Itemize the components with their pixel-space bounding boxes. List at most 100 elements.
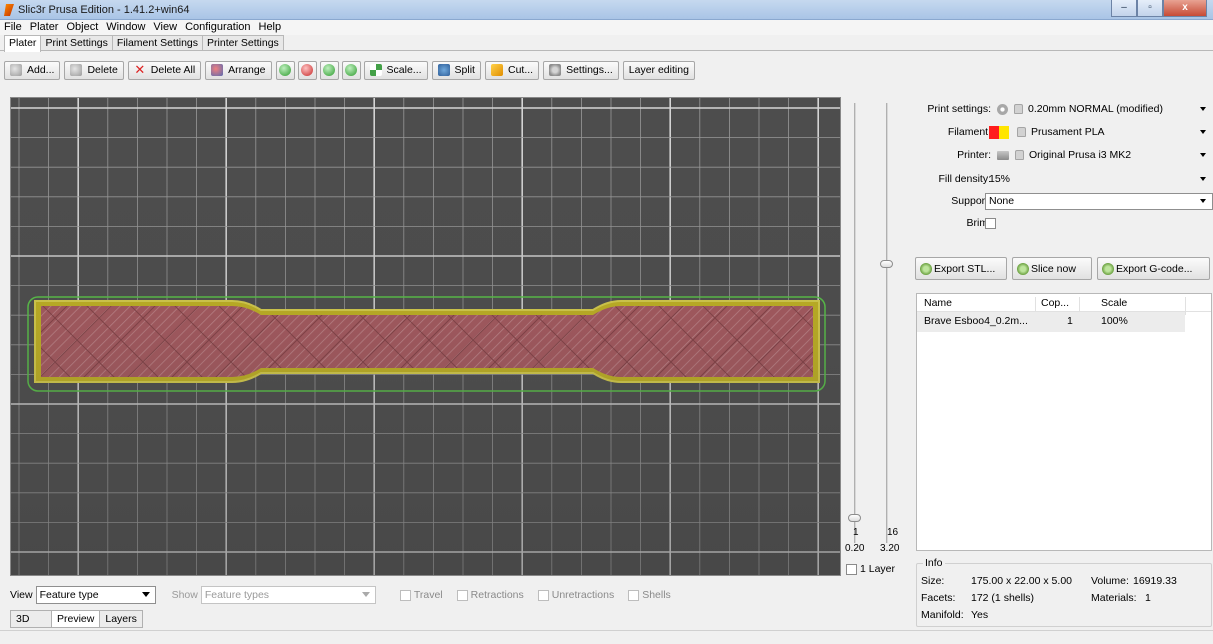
minimize-button[interactable]: – bbox=[1111, 0, 1137, 17]
plater-toolbar: Add... Delete ✕ Delete All Arrange Scale… bbox=[4, 53, 699, 87]
tab-preview[interactable]: Preview bbox=[51, 610, 101, 628]
export-gcode-button[interactable]: Export G-code... bbox=[1097, 257, 1210, 280]
close-button[interactable]: x bbox=[1163, 0, 1207, 17]
tab-filament-settings[interactable]: Filament Settings bbox=[111, 35, 204, 50]
menu-view[interactable]: View bbox=[153, 21, 178, 33]
arrange-button[interactable]: Arrange bbox=[205, 60, 272, 80]
tab-print-settings[interactable]: Print Settings bbox=[40, 35, 113, 50]
support-select[interactable]: None bbox=[985, 192, 1213, 210]
decrease-copies-button[interactable] bbox=[297, 60, 317, 80]
split-icon bbox=[437, 64, 450, 76]
delete-all-button[interactable]: ✕ Delete All bbox=[127, 60, 202, 80]
tab-plater[interactable]: Plater bbox=[4, 35, 42, 52]
rotate-left-icon bbox=[323, 64, 336, 76]
slice-icon bbox=[1017, 262, 1029, 275]
window-controls: – ▫ x bbox=[1111, 0, 1207, 18]
minus-icon bbox=[301, 64, 314, 76]
menu-window[interactable]: Window bbox=[106, 21, 146, 33]
delete-button[interactable]: Delete bbox=[64, 60, 124, 80]
filament-value: Prusament PLA bbox=[1031, 126, 1105, 138]
menu-object[interactable]: Object bbox=[66, 21, 99, 33]
facets-value: 172 (1 shells) bbox=[971, 592, 1035, 604]
travel-checkbox[interactable] bbox=[399, 589, 411, 601]
chevron-down-icon bbox=[1200, 199, 1206, 203]
one-layer-label: 1 Layer bbox=[860, 563, 896, 575]
layer-slider-track-high[interactable] bbox=[886, 103, 888, 543]
maximize-button[interactable]: ▫ bbox=[1137, 0, 1163, 17]
retractions-toggle[interactable]: Retractions bbox=[456, 589, 524, 601]
brim-label: Brim: bbox=[966, 217, 992, 229]
one-layer-toggle[interactable]: 1 Layer bbox=[846, 563, 895, 575]
arrange-button-label: Arrange bbox=[228, 64, 266, 76]
add-button[interactable]: Add... bbox=[4, 60, 61, 80]
settings-button[interactable]: Settings... bbox=[543, 60, 619, 80]
tab-layers[interactable]: Layers bbox=[99, 610, 143, 628]
slider-bottom-height: 0.20 bbox=[845, 543, 865, 554]
export-stl-button[interactable]: Export STL... bbox=[915, 257, 1007, 280]
column-copies[interactable]: Cop... bbox=[1041, 297, 1070, 309]
menu-configuration[interactable]: Configuration bbox=[185, 21, 251, 33]
object-copies: 1 bbox=[1067, 315, 1073, 327]
tab-3d[interactable]: 3D bbox=[10, 610, 52, 628]
column-divider bbox=[1185, 297, 1186, 315]
travel-toggle[interactable]: Travel bbox=[399, 589, 443, 601]
fill-density-input[interactable]: 15% bbox=[989, 172, 1011, 185]
column-scale[interactable]: Scale bbox=[1101, 297, 1128, 309]
chevron-down-icon bbox=[1200, 130, 1206, 134]
filament-color-red-icon bbox=[989, 125, 999, 139]
add-button-label: Add... bbox=[27, 64, 55, 76]
brim-checkbox[interactable] bbox=[985, 217, 996, 229]
column-name[interactable]: Name bbox=[924, 297, 953, 309]
slice-now-button[interactable]: Slice now bbox=[1012, 257, 1092, 280]
brim-toggle[interactable] bbox=[985, 214, 1213, 232]
brim-row: Brim: bbox=[912, 213, 1213, 233]
view-label: View bbox=[10, 589, 33, 601]
view-type-select[interactable]: Feature type bbox=[35, 586, 156, 604]
menu-help[interactable]: Help bbox=[258, 21, 282, 33]
increase-copies-button[interactable] bbox=[275, 60, 295, 80]
arrange-icon bbox=[211, 64, 224, 76]
slic3r-app-icon bbox=[4, 4, 14, 16]
split-button[interactable]: Split bbox=[431, 60, 481, 80]
rotate-left-button[interactable] bbox=[319, 60, 339, 80]
layer-slider-track-low[interactable] bbox=[854, 103, 856, 543]
layer-editing-button[interactable]: Layer editing bbox=[622, 60, 695, 80]
shells-checkbox[interactable] bbox=[628, 589, 640, 601]
cut-button[interactable]: Cut... bbox=[484, 60, 540, 80]
scale-button[interactable]: Scale... bbox=[363, 60, 428, 80]
object-list-header: Name Cop... Scale bbox=[917, 294, 1211, 315]
object-list[interactable]: Name Cop... Scale Brave Esboo4_0.2m... 1… bbox=[916, 293, 1212, 551]
menu-bar: File Plater Object Window View Configura… bbox=[0, 20, 1213, 35]
show-label: Show bbox=[171, 589, 198, 601]
unretractions-checkbox[interactable] bbox=[537, 589, 549, 601]
retractions-checkbox[interactable] bbox=[456, 589, 468, 601]
shells-toggle[interactable]: Shells bbox=[628, 589, 671, 601]
menu-plater[interactable]: Plater bbox=[29, 21, 59, 33]
layer-slider-top-thumb[interactable] bbox=[880, 260, 893, 268]
list-item[interactable]: Brave Esboo4_0.2m... 1 100% bbox=[917, 312, 1185, 332]
show-features-select[interactable]: Feature types bbox=[200, 586, 376, 604]
rotate-right-button[interactable] bbox=[341, 60, 361, 80]
preview-options-bar: View Feature type Show Feature types Tra… bbox=[10, 584, 841, 606]
layer-editing-button-label: Layer editing bbox=[628, 64, 689, 76]
filament-select[interactable]: Prusament PLA bbox=[985, 123, 1213, 141]
printer-label: Printer: bbox=[957, 149, 991, 161]
slice-now-label: Slice now bbox=[1031, 262, 1076, 275]
printer-select[interactable]: Original Prusa i3 MK2 bbox=[985, 146, 1213, 164]
scale-icon bbox=[369, 64, 382, 76]
red-x-icon: ✕ bbox=[134, 62, 146, 77]
print-settings-label: Print settings: bbox=[927, 103, 991, 115]
settings-button-label: Settings... bbox=[566, 64, 613, 76]
one-layer-checkbox[interactable] bbox=[846, 563, 857, 575]
fill-density-combo[interactable]: 15% bbox=[985, 170, 1213, 188]
print-settings-select[interactable]: 0.20mm NORMAL (modified) bbox=[985, 100, 1213, 118]
scale-button-label: Scale... bbox=[386, 64, 422, 76]
tab-printer-settings[interactable]: Printer Settings bbox=[202, 35, 284, 50]
materials-value: 1 bbox=[1145, 592, 1151, 604]
show-features-value: Feature types bbox=[204, 589, 270, 601]
preview-canvas[interactable] bbox=[10, 97, 841, 576]
unretractions-toggle[interactable]: Unretractions bbox=[537, 589, 614, 601]
preview-scene[interactable] bbox=[11, 98, 841, 576]
menu-file[interactable]: File bbox=[4, 21, 22, 33]
layer-slider-bottom-thumb[interactable] bbox=[848, 514, 861, 522]
